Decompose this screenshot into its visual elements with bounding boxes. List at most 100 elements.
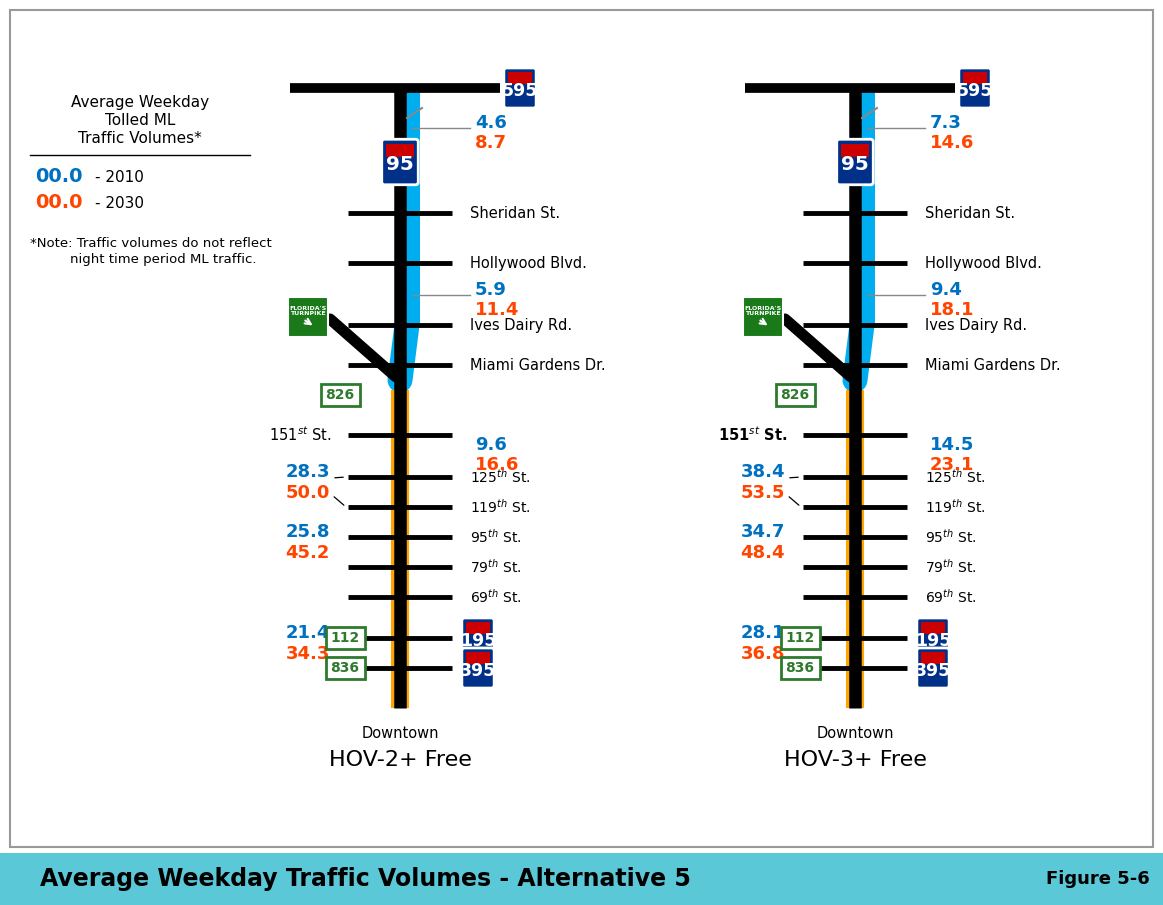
Bar xyxy=(841,144,869,157)
Text: Hollywood Blvd.: Hollywood Blvd. xyxy=(925,255,1042,271)
Bar xyxy=(963,72,986,84)
Text: 95: 95 xyxy=(386,156,414,175)
FancyBboxPatch shape xyxy=(780,657,820,679)
Text: 125$^{th}$ St.: 125$^{th}$ St. xyxy=(470,468,530,486)
Text: 95$^{th}$ St.: 95$^{th}$ St. xyxy=(925,528,977,546)
Text: 395: 395 xyxy=(459,662,497,680)
FancyBboxPatch shape xyxy=(836,139,873,185)
Text: 8.7: 8.7 xyxy=(475,134,507,152)
Text: 9.6: 9.6 xyxy=(475,436,507,454)
Text: 23.1: 23.1 xyxy=(930,456,975,474)
Bar xyxy=(466,623,490,634)
FancyBboxPatch shape xyxy=(916,618,949,658)
Text: Sheridan St.: Sheridan St. xyxy=(470,205,561,221)
Text: 11.4: 11.4 xyxy=(475,301,520,319)
Text: 69$^{th}$ St.: 69$^{th}$ St. xyxy=(925,588,977,606)
Text: 7.3: 7.3 xyxy=(930,114,962,132)
Text: Miami Gardens Dr.: Miami Gardens Dr. xyxy=(925,357,1061,373)
FancyBboxPatch shape xyxy=(462,648,494,688)
Text: HOV-2+ Free: HOV-2+ Free xyxy=(329,750,471,770)
Text: 9.4: 9.4 xyxy=(930,281,962,299)
FancyBboxPatch shape xyxy=(321,384,359,406)
FancyBboxPatch shape xyxy=(743,297,783,337)
Text: Miami Gardens Dr.: Miami Gardens Dr. xyxy=(470,357,606,373)
Text: 48.4: 48.4 xyxy=(741,544,785,562)
Text: night time period ML traffic.: night time period ML traffic. xyxy=(70,253,257,266)
FancyBboxPatch shape xyxy=(326,627,364,649)
Text: - 2010: - 2010 xyxy=(95,170,144,185)
FancyBboxPatch shape xyxy=(462,618,494,658)
Text: Traffic Volumes*: Traffic Volumes* xyxy=(78,131,202,146)
Text: Average Weekday: Average Weekday xyxy=(71,95,209,110)
Text: Ives Dairy Rd.: Ives Dairy Rd. xyxy=(470,318,572,332)
FancyBboxPatch shape xyxy=(326,657,364,679)
Text: Downtown: Downtown xyxy=(362,726,438,741)
Text: 50.0: 50.0 xyxy=(286,484,330,502)
Text: Tolled ML: Tolled ML xyxy=(105,113,176,128)
Text: 16.6: 16.6 xyxy=(475,456,520,474)
Text: 112: 112 xyxy=(330,631,359,645)
Text: 21.4: 21.4 xyxy=(286,624,330,642)
Text: 826: 826 xyxy=(326,388,355,402)
Text: 826: 826 xyxy=(780,388,809,402)
Text: 18.1: 18.1 xyxy=(930,301,975,319)
Text: 00.0: 00.0 xyxy=(35,193,83,212)
Text: 79$^{th}$ St.: 79$^{th}$ St. xyxy=(470,558,522,576)
Bar xyxy=(921,653,944,663)
Text: 195: 195 xyxy=(915,632,951,650)
Bar xyxy=(921,623,944,634)
FancyBboxPatch shape xyxy=(958,68,991,108)
Bar xyxy=(0,853,1163,905)
Text: 69$^{th}$ St.: 69$^{th}$ St. xyxy=(470,588,522,606)
FancyBboxPatch shape xyxy=(381,139,419,185)
Text: 95: 95 xyxy=(841,156,869,175)
FancyBboxPatch shape xyxy=(288,297,328,337)
FancyBboxPatch shape xyxy=(776,384,814,406)
Text: 45.2: 45.2 xyxy=(286,544,330,562)
Text: 00.0: 00.0 xyxy=(35,167,83,186)
Text: 79$^{th}$ St.: 79$^{th}$ St. xyxy=(925,558,977,576)
Text: 151$^{st}$ St.: 151$^{st}$ St. xyxy=(718,425,787,444)
Text: 28.3: 28.3 xyxy=(285,463,330,481)
Text: 836: 836 xyxy=(785,661,814,675)
Text: 195: 195 xyxy=(459,632,497,650)
Text: HOV-3+ Free: HOV-3+ Free xyxy=(784,750,927,770)
Text: *Note: Traffic volumes do not reflect: *Note: Traffic volumes do not reflect xyxy=(30,237,272,250)
Bar xyxy=(508,72,531,84)
Text: 595: 595 xyxy=(957,82,993,100)
FancyBboxPatch shape xyxy=(780,627,820,649)
Text: 112: 112 xyxy=(785,631,814,645)
Text: 34.3: 34.3 xyxy=(286,645,330,663)
Bar xyxy=(466,653,490,663)
FancyBboxPatch shape xyxy=(916,648,949,688)
Text: FLORIDA'S
TURNPIKE: FLORIDA'S TURNPIKE xyxy=(744,306,782,317)
Text: Hollywood Blvd.: Hollywood Blvd. xyxy=(470,255,587,271)
Text: 34.7: 34.7 xyxy=(741,523,785,541)
Text: 25.8: 25.8 xyxy=(285,523,330,541)
Text: 53.5: 53.5 xyxy=(741,484,785,502)
Text: 38.4: 38.4 xyxy=(741,463,785,481)
Text: 119$^{th}$ St.: 119$^{th}$ St. xyxy=(925,498,985,516)
Bar xyxy=(386,144,414,157)
Text: 14.5: 14.5 xyxy=(930,436,975,454)
Text: Figure 5-6: Figure 5-6 xyxy=(1047,870,1150,888)
FancyBboxPatch shape xyxy=(504,68,536,108)
Text: 36.8: 36.8 xyxy=(741,645,785,663)
Text: 119$^{th}$ St.: 119$^{th}$ St. xyxy=(470,498,530,516)
Text: 95$^{th}$ St.: 95$^{th}$ St. xyxy=(470,528,522,546)
Text: Ives Dairy Rd.: Ives Dairy Rd. xyxy=(925,318,1027,332)
Text: 4.6: 4.6 xyxy=(475,114,507,132)
Text: FLORIDA'S
TURNPIKE: FLORIDA'S TURNPIKE xyxy=(290,306,327,317)
Text: Sheridan St.: Sheridan St. xyxy=(925,205,1015,221)
Text: 28.1: 28.1 xyxy=(741,624,785,642)
Text: 836: 836 xyxy=(330,661,359,675)
Text: Downtown: Downtown xyxy=(816,726,893,741)
Text: 151$^{st}$ St.: 151$^{st}$ St. xyxy=(270,425,331,444)
Text: 14.6: 14.6 xyxy=(930,134,975,152)
Text: - 2030: - 2030 xyxy=(95,196,144,211)
Text: Average Weekday Traffic Volumes - Alternative 5: Average Weekday Traffic Volumes - Altern… xyxy=(40,867,691,891)
Text: 125$^{th}$ St.: 125$^{th}$ St. xyxy=(925,468,985,486)
Text: 595: 595 xyxy=(501,82,538,100)
Text: 5.9: 5.9 xyxy=(475,281,507,299)
Text: 395: 395 xyxy=(915,662,951,680)
